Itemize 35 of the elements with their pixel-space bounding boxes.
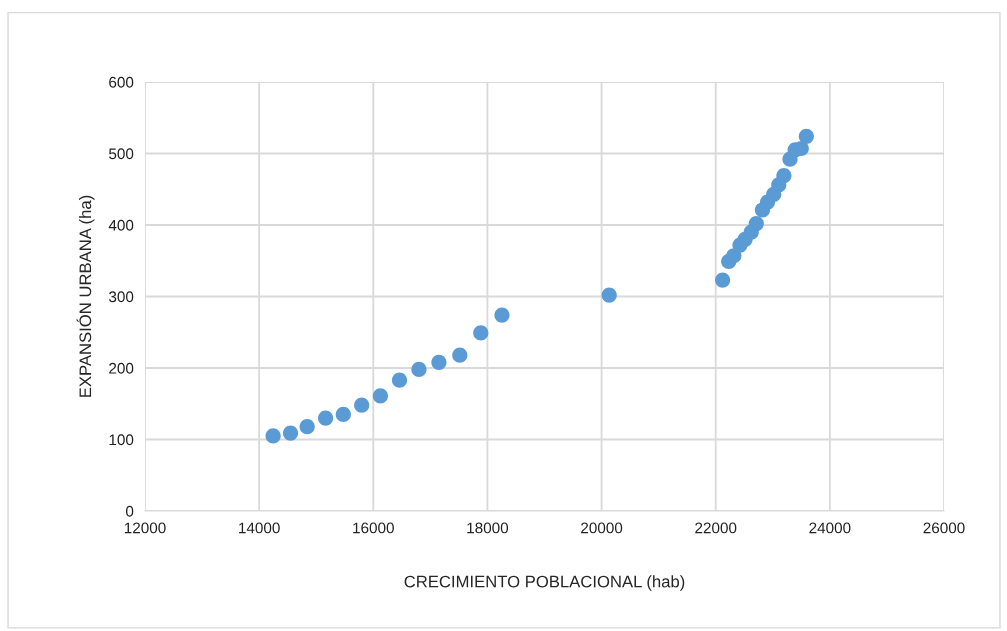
point [354, 397, 370, 413]
point [473, 325, 489, 341]
x-tick-label: 12000 [124, 522, 166, 534]
y-tick-label: 600 [109, 76, 134, 88]
y-tick-label: 0 [125, 505, 134, 517]
y-tick-label: 500 [109, 148, 134, 160]
point [265, 428, 281, 444]
y-tick-label: 300 [108, 291, 134, 303]
point [335, 406, 351, 423]
point [494, 307, 510, 323]
point [372, 388, 389, 404]
y-tick-label: 200 [109, 362, 134, 374]
point [299, 419, 315, 435]
point [282, 425, 299, 441]
point [748, 215, 764, 232]
point [411, 361, 427, 378]
x-axis-title: CRECIMIENTO POBLACIONAL (hab) [404, 575, 685, 591]
point [391, 372, 408, 388]
x-tick-label: 14000 [239, 522, 280, 534]
point [431, 354, 447, 370]
y-axis-title: EXPANSIÓN URBANA (ha) [76, 195, 95, 397]
point [776, 168, 792, 184]
y-tick-label: 400 [108, 219, 134, 231]
x-tick-label: 24000 [809, 522, 851, 534]
y-tick-label: 100 [109, 434, 134, 446]
point [715, 272, 731, 288]
x-tick-label: 18000 [467, 522, 509, 534]
point [601, 287, 617, 303]
point [317, 410, 334, 426]
x-tick-label: 20000 [581, 522, 623, 534]
x-tick-label: 26000 [923, 522, 965, 534]
point [798, 128, 814, 144]
point [452, 347, 468, 363]
x-tick-label: 16000 [353, 522, 394, 534]
x-tick-label: 22000 [695, 522, 737, 534]
